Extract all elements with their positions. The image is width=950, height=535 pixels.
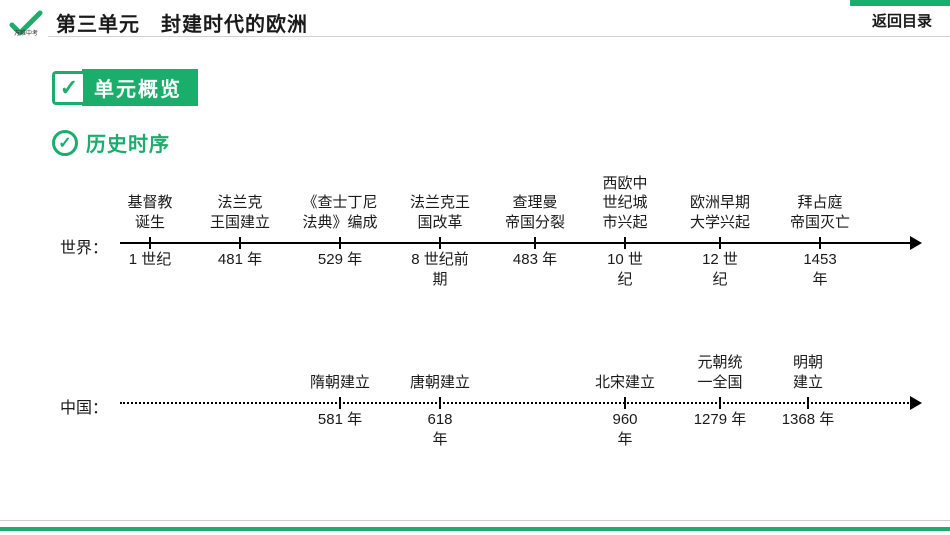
check-box-icon: ✓ [52, 71, 86, 105]
header-divider [48, 36, 950, 37]
event-label-bottom: 10 世纪 [580, 250, 670, 289]
timeline-tick [339, 237, 341, 249]
event-label-top: 北宋建立 [580, 373, 670, 393]
event-label-top: 唐朝建立 [395, 373, 485, 393]
timeline-area: 世界： 基督教诞生 1 世纪法兰克王国建立 481 年《查士丁尼法典》编成 529 年… [60, 180, 920, 470]
check-icon: ✓ [58, 133, 71, 153]
event-label-top: 欧洲早期大学兴起 [675, 193, 765, 232]
timeline-world: 世界： 基督教诞生 1 世纪法兰克王国建立 481 年《查士丁尼法典》编成 529 年… [60, 180, 920, 310]
subsection-heading: ✓ 历史时序 [52, 128, 950, 157]
event-label-bottom: 481 年 [195, 250, 285, 270]
return-link[interactable]: 返回目录 [872, 10, 932, 31]
timeline-tick [719, 237, 721, 249]
timeline-event: 拜占庭帝国灭亡 1453年 [775, 180, 865, 310]
timeline-event: 明朝建立 1368 年 [763, 340, 853, 470]
timeline-event: 北宋建立 960年 [580, 340, 670, 470]
timeline-event: 隋朝建立 581 年 [295, 340, 385, 470]
timeline-event: 基督教诞生 1 世纪 [105, 180, 195, 310]
event-label-bottom: 483 年 [490, 250, 580, 270]
timeline-tick [624, 397, 626, 409]
timeline-label: 中国： [60, 394, 108, 418]
event-label-top: 明朝建立 [763, 353, 853, 392]
timeline-tick [534, 237, 536, 249]
timeline-tick [819, 237, 821, 249]
timeline-tick [239, 237, 241, 249]
timeline-event: 元朝统一全国 1279 年 [675, 340, 765, 470]
section-badge-label: 单元概览 [82, 69, 198, 106]
footer-divider [0, 520, 950, 521]
event-label-bottom: 1453年 [775, 250, 865, 289]
brand-logo-icon: 万唯中考 [8, 9, 44, 37]
event-label-top: 拜占庭帝国灭亡 [775, 193, 865, 232]
event-label-top: 西欧中世纪城市兴起 [580, 174, 670, 233]
timeline-china: 中国： 隋朝建立 581 年唐朝建立 618年 北宋建立 960年元朝统一全国 1279 … [60, 340, 920, 470]
event-label-bottom: 8 世纪前期 [395, 250, 485, 289]
timeline-tick [439, 397, 441, 409]
svg-text:万唯中考: 万唯中考 [14, 29, 38, 37]
event-label-top: 基督教诞生 [105, 193, 195, 232]
timeline-event: 法兰克王国改革 8 世纪前期 [395, 180, 485, 310]
event-label-bottom: 529 年 [295, 250, 385, 270]
event-label-top: 查理曼帝国分裂 [490, 193, 580, 232]
event-label-bottom: 1 世纪 [105, 250, 195, 270]
event-label-top: 法兰克王国改革 [395, 193, 485, 232]
timeline-event: 唐朝建立 618年 [395, 340, 485, 470]
unit-title: 第三单元 封建时代的欧洲 [56, 8, 308, 37]
event-label-top: 《查士丁尼法典》编成 [295, 193, 385, 232]
event-label-bottom: 1279 年 [675, 410, 765, 430]
timeline-event: 西欧中世纪城市兴起10 世纪 [580, 180, 670, 310]
subsection-label: 历史时序 [86, 128, 170, 157]
arrow-right-icon [910, 396, 922, 410]
timeline-event: 《查士丁尼法典》编成 529 年 [295, 180, 385, 310]
timeline-tick [624, 237, 626, 249]
section-badge: ✓ 单元概览 [52, 69, 198, 106]
event-label-top: 隋朝建立 [295, 373, 385, 393]
circle-check-icon: ✓ [52, 130, 78, 156]
event-label-bottom: 12 世纪 [675, 250, 765, 289]
event-label-bottom: 960年 [580, 410, 670, 449]
timeline-tick [719, 397, 721, 409]
event-label-bottom: 618年 [395, 410, 485, 449]
check-icon: ✓ [60, 75, 78, 101]
event-label-bottom: 581 年 [295, 410, 385, 430]
arrow-right-icon [910, 236, 922, 250]
timeline-tick [149, 237, 151, 249]
event-label-bottom: 1368 年 [763, 410, 853, 430]
timeline-tick [339, 397, 341, 409]
timeline-event: 欧洲早期大学兴起 12 世纪 [675, 180, 765, 310]
timeline-label: 世界： [60, 234, 108, 258]
event-label-top: 法兰克王国建立 [195, 193, 285, 232]
timeline-event: 查理曼帝国分裂 483 年 [490, 180, 580, 310]
footer-bar [0, 527, 950, 531]
timeline-event: 法兰克王国建立 481 年 [195, 180, 285, 310]
event-label-top: 元朝统一全国 [675, 353, 765, 392]
page-header: 万唯中考 第三单元 封建时代的欧洲 返回目录 [0, 0, 950, 41]
timeline-tick [807, 397, 809, 409]
timeline-tick [439, 237, 441, 249]
